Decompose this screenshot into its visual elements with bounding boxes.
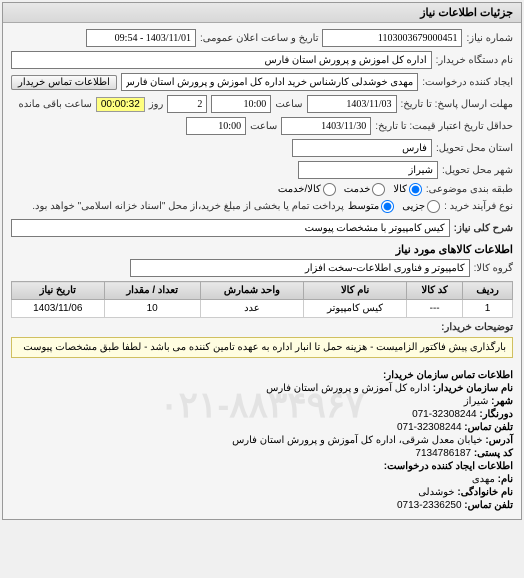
contact-info-button[interactable]: اطلاعات تماس خریدار: [11, 75, 117, 90]
cell-name: کیس کامپیوتر: [304, 300, 407, 318]
ln-k: نام خانوادگی:: [457, 487, 513, 498]
remain-days-field[interactable]: [167, 95, 207, 113]
creator-field[interactable]: [121, 73, 418, 91]
post-v: 7134786187: [415, 448, 471, 459]
table-header-row: ردیف کد کالا نام کالا واحد شمارش تعداد /…: [12, 282, 513, 300]
pkg-radio-service[interactable]: [372, 183, 385, 196]
form-area: شماره نیاز: تاریخ و ساعت اعلان عمومی: نا…: [3, 23, 521, 364]
province-field[interactable]: [292, 139, 432, 157]
col-unit: واحد شمارش: [200, 282, 303, 300]
ann-dt-field[interactable]: [86, 29, 196, 47]
contact-title2: اطلاعات ایجاد کننده درخواست:: [384, 461, 513, 472]
process-radio-medium[interactable]: [381, 200, 394, 213]
ccity-k: شهر:: [491, 396, 513, 407]
process-opt-b: متوسط: [348, 201, 379, 212]
addr-v: خیابان معدل شرقی، اداره کل آموزش و پرورش…: [232, 435, 483, 446]
creator-label: ایجاد کننده درخواست:: [422, 77, 513, 88]
details-panel: جزئیات اطلاعات نیاز شماره نیاز: تاریخ و …: [2, 2, 522, 520]
pkg-radio-both[interactable]: [323, 183, 336, 196]
day-label: روز: [149, 99, 164, 110]
remain-label: ساعت باقی مانده: [18, 99, 91, 110]
pkg-opt-b: خدمت: [344, 184, 371, 195]
summary-label: شرح کلی نیاز:: [454, 223, 513, 234]
req-no-field[interactable]: [322, 29, 462, 47]
cell-need-date: 1403/11/06: [12, 300, 105, 318]
pkg-radio-group: کالا خدمت کالا/خدمت: [278, 183, 422, 196]
col-qty: تعداد / مقدار: [104, 282, 200, 300]
process-note: پرداخت تمام یا بخشی از مبلغ خرید،از محل …: [32, 201, 344, 212]
ccity-v: شیراز: [464, 396, 489, 407]
province-label: استان محل تحویل:: [436, 143, 513, 154]
process-label: نوع فرآیند خرید :: [444, 201, 513, 212]
deadline-time-field[interactable]: [211, 95, 271, 113]
time-label-2: ساعت: [250, 121, 277, 132]
items-table: ردیف کد کالا نام کالا واحد شمارش تعداد /…: [11, 281, 513, 318]
fn-k: نام:: [498, 474, 513, 485]
process-radio-minor[interactable]: [427, 200, 440, 213]
process-opt-a: جزیی: [402, 201, 425, 212]
process-radio-group: جزیی متوسط: [348, 200, 440, 213]
desc-label: توضیحات خریدار:: [441, 322, 513, 333]
col-name: نام کالا: [304, 282, 407, 300]
valid-date-field[interactable]: [281, 117, 371, 135]
cell-qty: 10: [104, 300, 200, 318]
pkg-label: طبقه بندی موضوعی:: [426, 184, 513, 195]
cell-unit: عدد: [200, 300, 303, 318]
contact-section: ۰۲۱-۸۸۳۴۹۶۷ اطلاعات تماس سازمان خریدار: …: [3, 364, 521, 519]
goods-section-title: اطلاعات کالاهای مورد نیاز: [11, 243, 513, 256]
pkg-opt-a: کالا: [393, 184, 407, 195]
summary-field[interactable]: [11, 219, 450, 237]
pkg-opt-c: کالا/خدمت: [278, 184, 321, 195]
table-row[interactable]: 1 --- کیس کامپیوتر عدد 10 1403/11/06: [12, 300, 513, 318]
ph-k: تلفن تماس:: [464, 500, 513, 511]
time-label-1: ساعت: [275, 99, 302, 110]
cell-code: ---: [407, 300, 463, 318]
city-field[interactable]: [298, 161, 438, 179]
org-k: نام سازمان خریدار:: [433, 383, 513, 394]
buyer-org-field[interactable]: [11, 51, 432, 69]
ann-dt-label: تاریخ و ساعت اعلان عمومی:: [200, 33, 319, 44]
goods-group-field[interactable]: [130, 259, 470, 277]
col-idx: ردیف: [463, 282, 513, 300]
deadline-label: مهلت ارسال پاسخ: تا تاریخ:: [401, 99, 513, 110]
fax-v: 32308244-071: [412, 409, 477, 420]
contact-title1: اطلاعات تماس سازمان خریدار:: [383, 370, 513, 381]
deadline-date-field[interactable]: [307, 95, 397, 113]
countdown-badge: 00:00:32: [96, 97, 145, 112]
valid-until-label: حداقل تاریخ اعتبار قیمت: تا تاریخ:: [375, 121, 513, 132]
req-no-label: شماره نیاز:: [466, 33, 513, 44]
fn-v: مهدی: [472, 474, 495, 485]
col-need-date: تاریخ نیاز: [12, 282, 105, 300]
city-label: شهر محل تحویل:: [442, 165, 513, 176]
post-k: کد پستی:: [474, 448, 513, 459]
panel-title: جزئیات اطلاعات نیاز: [3, 3, 521, 23]
pkg-radio-goods[interactable]: [409, 183, 422, 196]
valid-time-field[interactable]: [186, 117, 246, 135]
cell-idx: 1: [463, 300, 513, 318]
fax-k: دورنگار:: [479, 409, 513, 420]
org-v: اداره کل آموزش و پرورش استان فارس: [266, 383, 430, 394]
ph-v: 2336250-0713: [397, 500, 462, 511]
addr-k: آدرس:: [485, 435, 513, 446]
goods-group-label: گروه کالا:: [474, 263, 513, 274]
buyer-description: بارگذاری پیش فاکتور الزامیست - هزینه حمل…: [11, 337, 513, 358]
ln-v: خوشدلی: [418, 487, 454, 498]
buyer-org-label: نام دستگاه خریدار:: [436, 55, 513, 66]
tel-v: 32308244-071: [397, 422, 462, 433]
tel-k: تلفن تماس:: [464, 422, 513, 433]
col-code: کد کالا: [407, 282, 463, 300]
